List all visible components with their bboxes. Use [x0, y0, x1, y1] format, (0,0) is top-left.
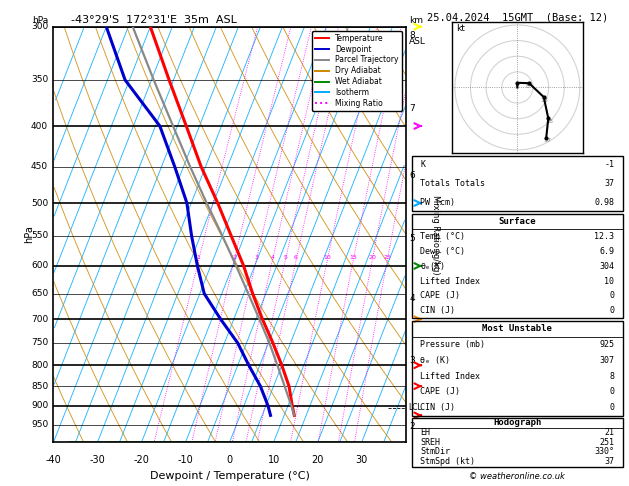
- Text: 8: 8: [409, 31, 415, 40]
- Text: 925: 925: [599, 340, 615, 349]
- Text: 5: 5: [283, 255, 287, 260]
- Text: 10: 10: [604, 277, 615, 285]
- Text: 350: 350: [31, 75, 48, 85]
- Text: 7: 7: [409, 104, 415, 113]
- Text: StmDir: StmDir: [420, 448, 450, 456]
- Text: 330°: 330°: [594, 448, 615, 456]
- Text: 0: 0: [610, 292, 615, 300]
- Text: km: km: [409, 16, 423, 25]
- Text: -10: -10: [177, 455, 194, 465]
- Text: 2: 2: [409, 422, 415, 431]
- Text: 6: 6: [294, 255, 298, 260]
- Text: Totals Totals: Totals Totals: [420, 179, 486, 188]
- Text: hPa: hPa: [32, 16, 48, 25]
- Text: CAPE (J): CAPE (J): [420, 292, 460, 300]
- Text: 37: 37: [604, 179, 615, 188]
- Text: 25.04.2024  15GMT  (Base: 12): 25.04.2024 15GMT (Base: 12): [426, 12, 608, 22]
- Text: 800: 800: [31, 361, 48, 370]
- Text: Lifted Index: Lifted Index: [420, 277, 481, 285]
- Text: CIN (J): CIN (J): [420, 306, 455, 315]
- Text: -30: -30: [89, 455, 106, 465]
- Text: 550: 550: [31, 231, 48, 241]
- Text: 950: 950: [31, 420, 48, 429]
- Legend: Temperature, Dewpoint, Parcel Trajectory, Dry Adiabat, Wet Adiabat, Isotherm, Mi: Temperature, Dewpoint, Parcel Trajectory…: [313, 31, 402, 111]
- Text: 20: 20: [311, 455, 324, 465]
- Text: Most Unstable: Most Unstable: [482, 324, 552, 333]
- Text: 25: 25: [383, 255, 391, 260]
- Text: kt: kt: [457, 24, 465, 33]
- Text: 307: 307: [599, 356, 615, 365]
- Text: 600: 600: [31, 261, 48, 270]
- Text: -40: -40: [45, 455, 62, 465]
- Text: EH: EH: [420, 428, 430, 437]
- Text: Temp (°C): Temp (°C): [420, 232, 465, 241]
- Text: 4: 4: [409, 295, 415, 303]
- Text: 750: 750: [31, 338, 48, 347]
- Text: PW (cm): PW (cm): [420, 198, 455, 207]
- Text: 30: 30: [355, 455, 368, 465]
- Text: 20: 20: [368, 255, 376, 260]
- Text: CAPE (J): CAPE (J): [420, 387, 460, 397]
- Text: 304: 304: [599, 261, 615, 271]
- Text: 1: 1: [197, 255, 201, 260]
- Text: 3: 3: [409, 356, 415, 365]
- Text: SREH: SREH: [420, 438, 440, 447]
- Text: 251: 251: [599, 438, 615, 447]
- Text: Dewp (°C): Dewp (°C): [420, 247, 465, 256]
- Text: StmSpd (kt): StmSpd (kt): [420, 457, 476, 466]
- Text: 650: 650: [31, 289, 48, 298]
- Text: 300: 300: [31, 22, 48, 31]
- Text: -20: -20: [133, 455, 150, 465]
- Text: 28: 28: [545, 119, 553, 124]
- Text: 0: 0: [610, 306, 615, 315]
- Text: 4: 4: [270, 255, 274, 260]
- Text: Mixing Ratio (g/kg): Mixing Ratio (g/kg): [431, 195, 440, 274]
- Text: θₑ(K): θₑ(K): [420, 261, 445, 271]
- Text: 8: 8: [610, 371, 615, 381]
- Text: Hodograph: Hodograph: [493, 418, 542, 427]
- Text: ASL: ASL: [409, 37, 426, 46]
- Text: 0: 0: [610, 387, 615, 397]
- Text: 12.3: 12.3: [594, 232, 615, 241]
- Text: © weatheronline.co.uk: © weatheronline.co.uk: [469, 472, 565, 481]
- Text: Dewpoint / Temperature (°C): Dewpoint / Temperature (°C): [150, 471, 309, 481]
- Text: 0: 0: [226, 455, 233, 465]
- Text: 6: 6: [409, 171, 415, 180]
- Text: K: K: [420, 160, 425, 169]
- Text: 6.9: 6.9: [599, 247, 615, 256]
- Text: -1: -1: [604, 160, 615, 169]
- Text: 10: 10: [323, 255, 331, 260]
- Text: -43°29'S  172°31'E  35m  ASL: -43°29'S 172°31'E 35m ASL: [71, 15, 237, 25]
- Text: 900: 900: [31, 401, 48, 410]
- Text: 10: 10: [267, 455, 280, 465]
- Text: 18: 18: [541, 98, 548, 103]
- Text: 37: 37: [604, 457, 615, 466]
- Text: 21: 21: [604, 428, 615, 437]
- Text: 8: 8: [526, 84, 530, 89]
- Text: 15: 15: [349, 255, 357, 260]
- Text: 700: 700: [31, 314, 48, 324]
- Text: 850: 850: [31, 382, 48, 391]
- Text: θₑ (K): θₑ (K): [420, 356, 450, 365]
- Text: 37: 37: [543, 138, 551, 143]
- Text: Lifted Index: Lifted Index: [420, 371, 481, 381]
- Text: 3: 3: [515, 84, 518, 88]
- Text: 450: 450: [31, 162, 48, 171]
- Text: 0.98: 0.98: [594, 198, 615, 207]
- Text: LCL: LCL: [408, 403, 422, 412]
- Text: hPa: hPa: [24, 226, 34, 243]
- Text: 500: 500: [31, 199, 48, 208]
- Text: 0: 0: [610, 403, 615, 412]
- Text: 2: 2: [232, 255, 236, 260]
- Text: 3: 3: [254, 255, 259, 260]
- Text: 5: 5: [409, 234, 415, 243]
- Text: Pressure (mb): Pressure (mb): [420, 340, 486, 349]
- Text: Surface: Surface: [499, 217, 536, 226]
- Text: CIN (J): CIN (J): [420, 403, 455, 412]
- Text: 400: 400: [31, 122, 48, 131]
